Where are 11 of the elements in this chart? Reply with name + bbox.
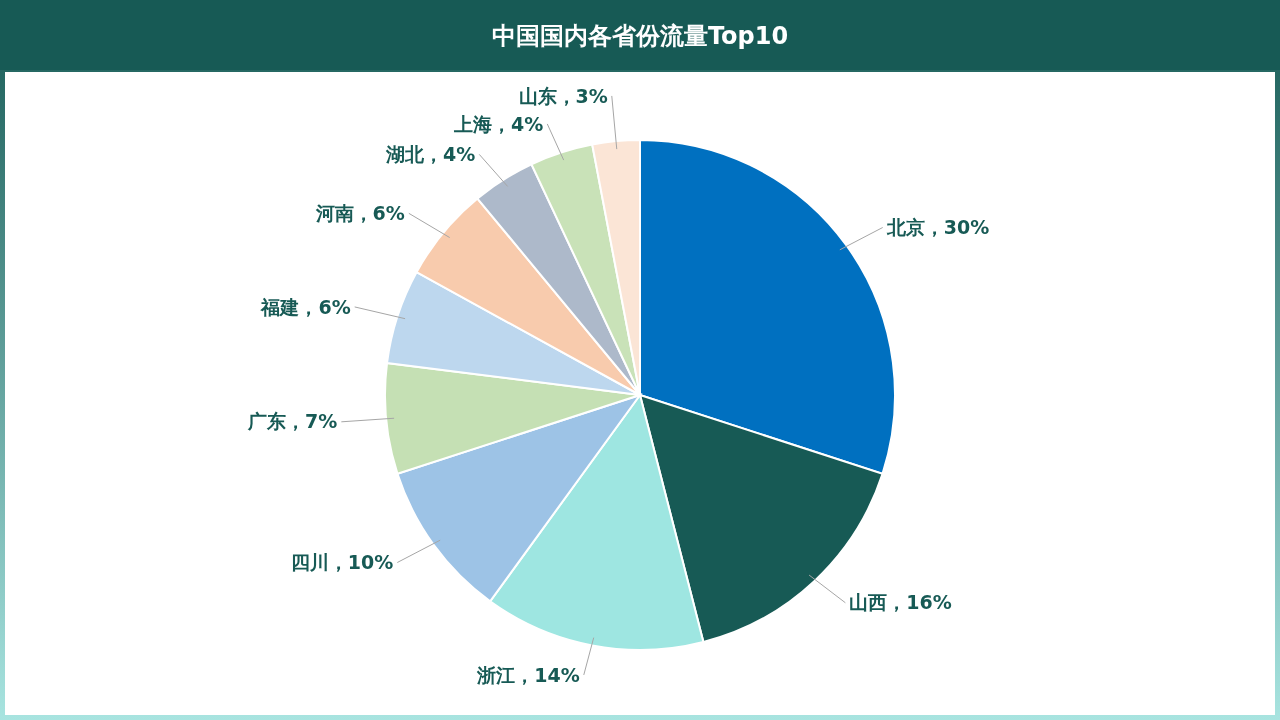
slice-label: 湖北，4% xyxy=(384,143,476,166)
slice-label: 山东，3% xyxy=(518,84,608,107)
slice-label: 北京，30% xyxy=(885,216,990,239)
slice-label: 广东，7% xyxy=(247,410,338,433)
chart-title: 中国国内各省份流量Top10 xyxy=(491,22,789,51)
slice-label: 山西，16% xyxy=(849,591,952,614)
slice-label: 河南，6% xyxy=(314,201,405,224)
slice-label: 福建，6% xyxy=(260,295,351,318)
slice-label: 上海，4% xyxy=(453,112,544,135)
slice-label: 四川，10% xyxy=(290,551,394,574)
slice-label: 浙江，14% xyxy=(476,663,580,686)
